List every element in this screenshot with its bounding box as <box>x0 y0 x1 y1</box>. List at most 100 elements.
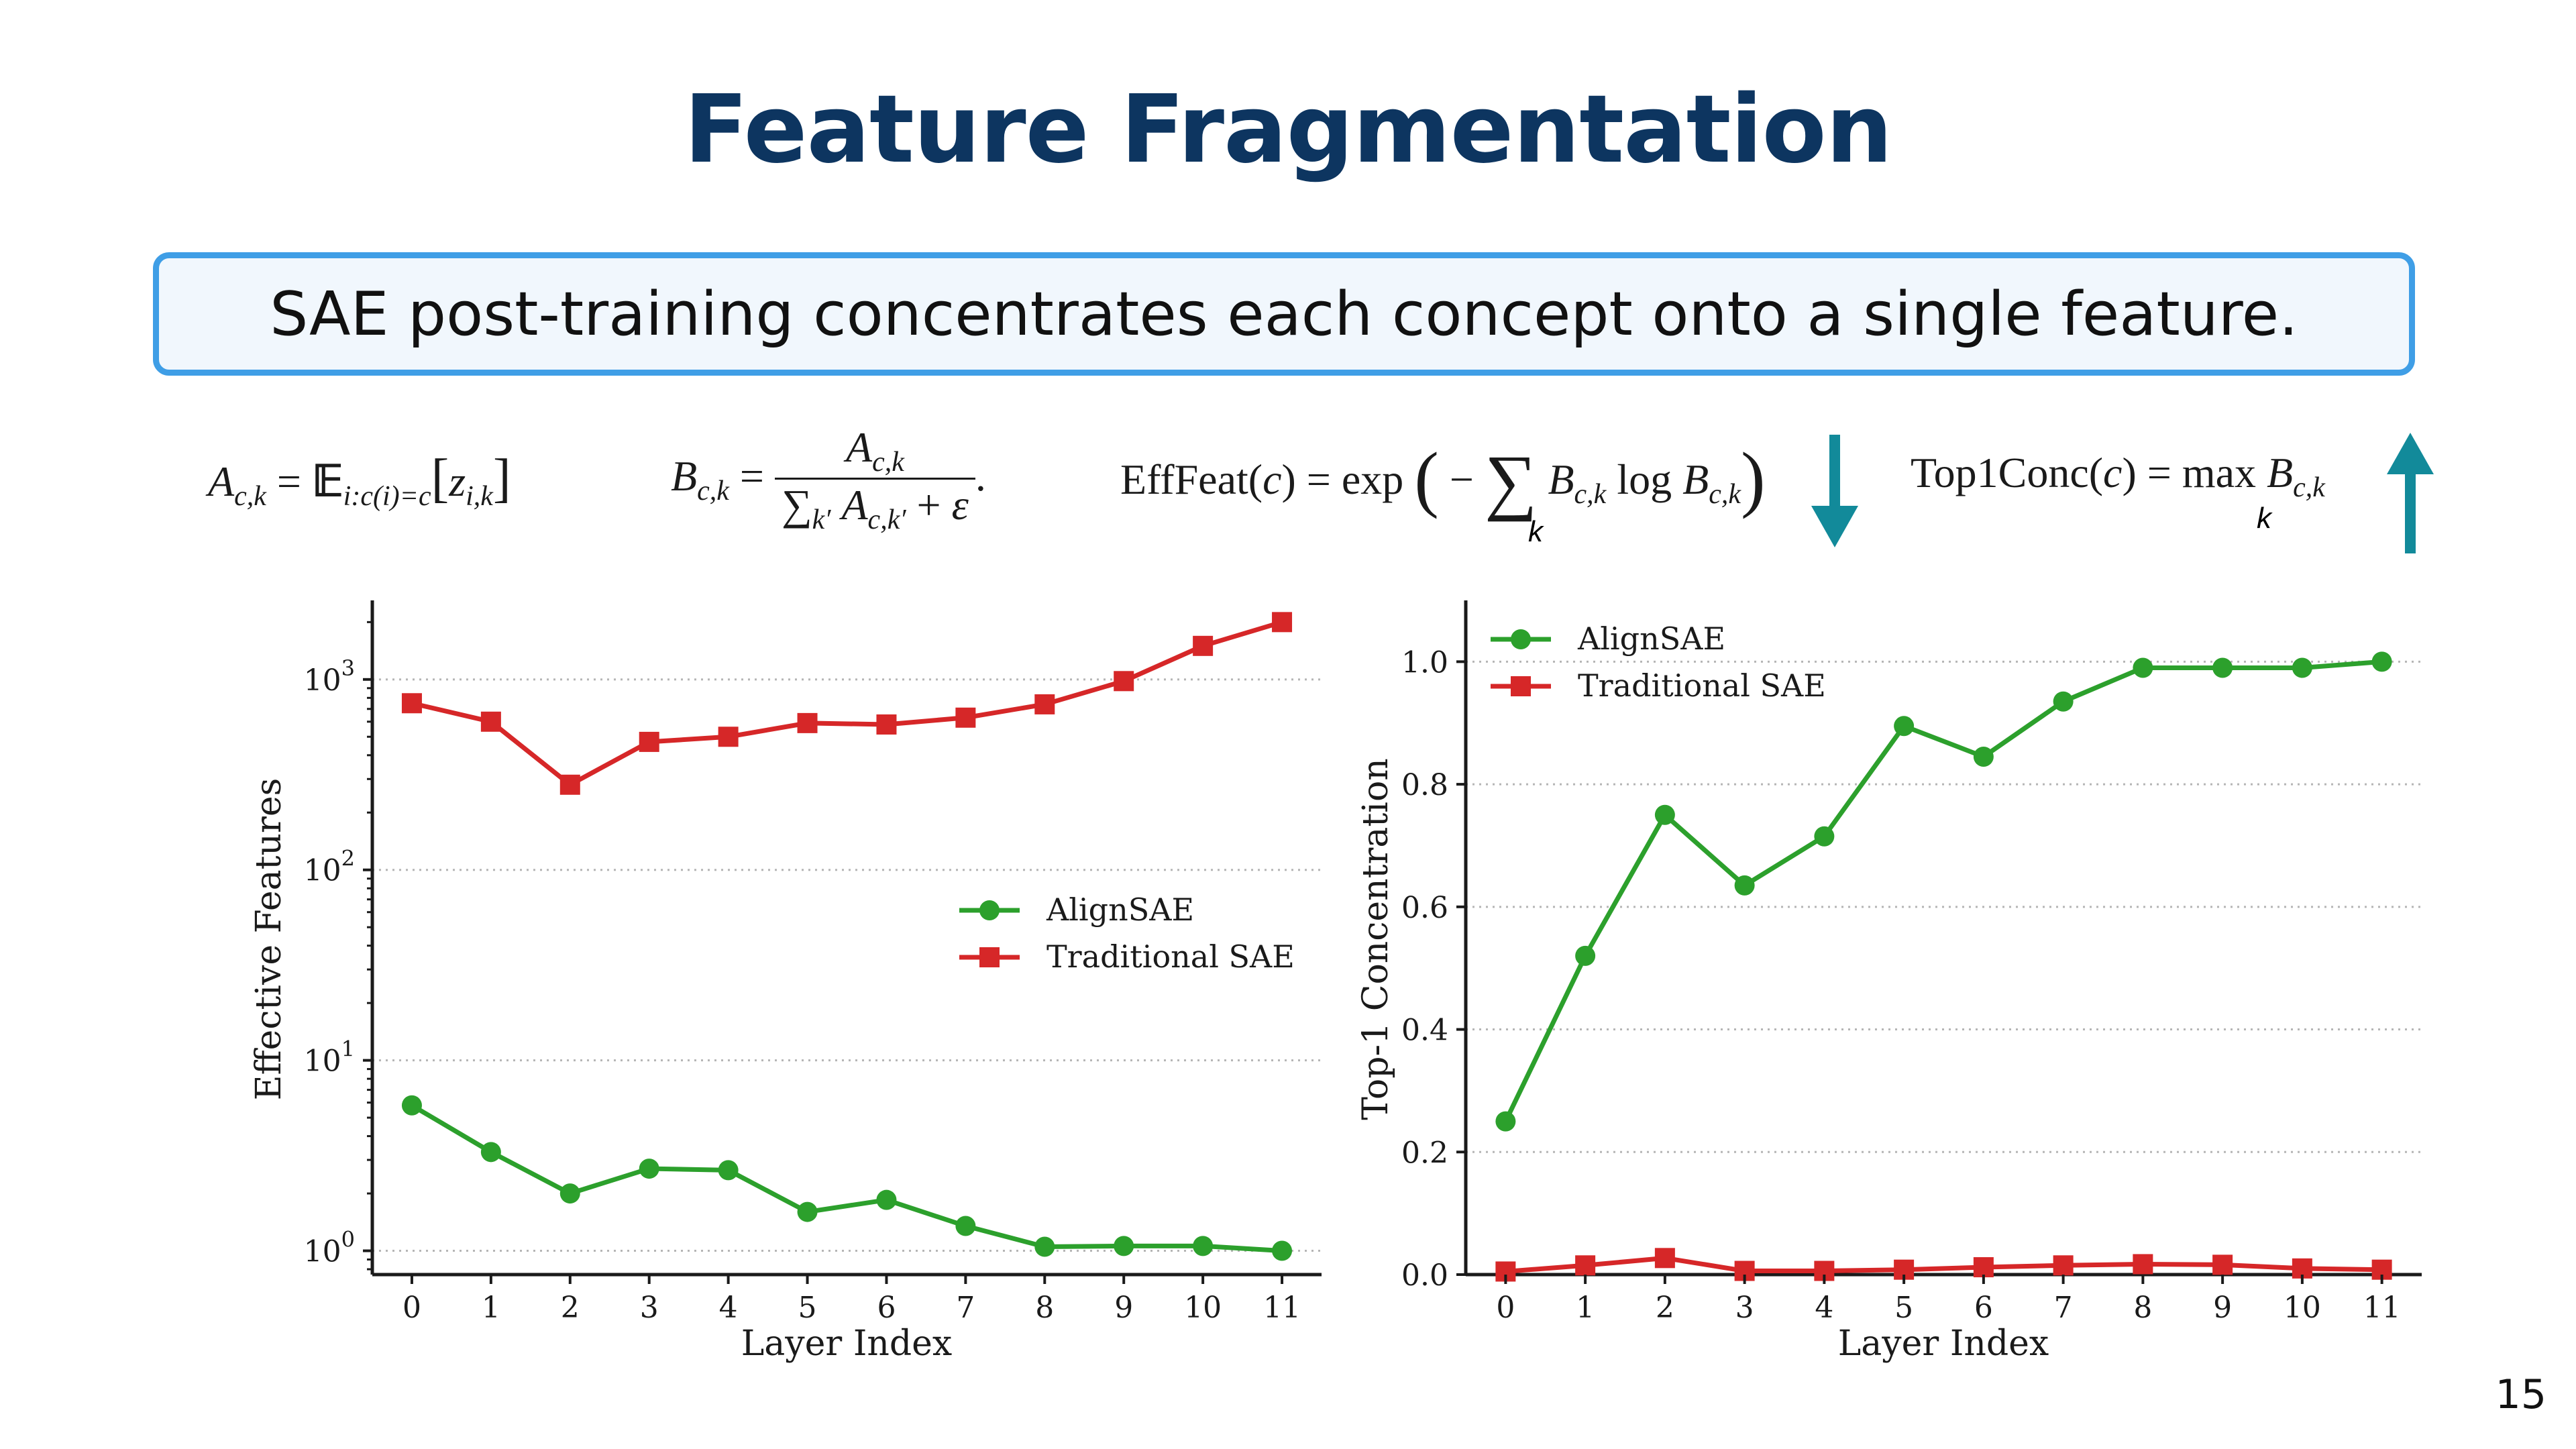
data-point-traditional-sae <box>1654 1248 1675 1269</box>
y-axis-label: Top-1 Concentration <box>1356 758 1396 1120</box>
formula-top1conc-definition: Top1Conc(c) = max Bc,k <box>1911 449 2325 503</box>
x-tick-label: 4 <box>1815 1291 1833 1325</box>
data-point-alignsae <box>1034 1236 1055 1257</box>
series-line-traditional-sae <box>411 619 1283 788</box>
data-point-alignsae <box>1272 1240 1293 1261</box>
data-point-traditional-sae <box>1575 1255 1596 1276</box>
data-point-alignsae <box>1734 875 1755 896</box>
legend-marker <box>1511 676 1531 696</box>
x-axis-label: Layer Index <box>1838 1324 2049 1364</box>
up-arrow-icon <box>2387 433 2434 553</box>
data-point-alignsae <box>1495 1111 1516 1132</box>
x-tick-label: 8 <box>1035 1291 1054 1325</box>
data-point-alignsae <box>2053 691 2074 712</box>
data-point-traditional-sae <box>797 712 818 733</box>
data-point-traditional-sae <box>2212 1254 2233 1275</box>
x-axis-label: Layer Index <box>741 1324 953 1364</box>
x-tick-label: 5 <box>1894 1291 1913 1325</box>
y-tick-label: 103 <box>304 655 355 698</box>
top1conc-max-index: k <box>2257 502 2271 535</box>
data-point-traditional-sae <box>1272 612 1293 633</box>
data-point-alignsae <box>559 1183 580 1204</box>
formula-b-definition: Bc,k = Ac,k ∑k′ Ac,k′ + ε . <box>671 423 986 536</box>
x-tick-label: 4 <box>719 1291 738 1325</box>
y-tick-label: 0.4 <box>1401 1014 1448 1048</box>
data-point-traditional-sae <box>2133 1254 2153 1275</box>
data-point-traditional-sae <box>1034 694 1055 714</box>
data-point-alignsae <box>1575 945 1596 966</box>
x-tick-label: 2 <box>1656 1291 1674 1325</box>
legend-marker <box>979 900 1000 920</box>
x-tick-label: 9 <box>2213 1291 2232 1325</box>
efffeat-sum-index: k <box>1528 515 1543 548</box>
x-tick-label: 0 <box>402 1291 421 1325</box>
data-point-alignsae <box>2212 657 2233 678</box>
x-tick-label: 9 <box>1114 1291 1133 1325</box>
data-point-alignsae <box>639 1159 659 1179</box>
y-axis-label: Effective Features <box>249 778 289 1101</box>
series-line-traditional-sae <box>1505 1255 2382 1274</box>
x-tick-label: 3 <box>640 1291 659 1325</box>
data-point-traditional-sae <box>1193 635 1214 656</box>
data-point-alignsae <box>2371 651 2392 672</box>
legend-marker <box>1511 629 1531 649</box>
x-tick-label: 7 <box>2054 1291 2073 1325</box>
y-tick-label: 101 <box>304 1036 355 1079</box>
data-point-traditional-sae <box>876 714 897 735</box>
page-number: 15 <box>2495 1371 2546 1418</box>
top1-concentration-chart: 0.0 0.2 0.4 0.6 0.8 1.0 0 1 2 3 4 5 6 7 8 9 10 11 Layer I… <box>1356 600 2422 1364</box>
y-tick-label: 0.6 <box>1401 891 1448 925</box>
callout-text: SAE post-training concentrates each conc… <box>270 278 2298 350</box>
x-tick-label: 8 <box>2133 1291 2152 1325</box>
data-point-alignsae <box>2292 657 2312 678</box>
legend-label: Traditional SAE <box>1046 938 1295 975</box>
y-tick-label: 0.0 <box>1401 1258 1448 1293</box>
data-point-traditional-sae <box>2053 1255 2074 1276</box>
x-tick-label: 7 <box>956 1291 975 1325</box>
data-point-alignsae <box>1193 1236 1214 1256</box>
down-arrow-icon <box>1811 435 1858 547</box>
data-point-traditional-sae <box>718 727 739 747</box>
data-point-traditional-sae <box>401 693 422 714</box>
x-tick-label: 2 <box>561 1291 580 1325</box>
data-point-alignsae <box>480 1142 501 1163</box>
x-tick-label: 11 <box>1263 1291 1301 1325</box>
y-tick-label: 0.2 <box>1401 1136 1448 1170</box>
x-tick-label: 1 <box>1576 1291 1595 1325</box>
y-tick-label: 1.0 <box>1401 645 1448 680</box>
formula-a-definition: Ac,k = 𝔼i:c(i)=c[zi,k] <box>208 449 511 512</box>
data-point-alignsae <box>401 1095 422 1116</box>
legend-label: AlignSAE <box>1577 621 1725 657</box>
data-point-alignsae <box>1973 746 1994 767</box>
data-point-traditional-sae <box>480 711 501 732</box>
data-point-alignsae <box>955 1216 976 1236</box>
effective-features-chart: 100 101 102 103 0 1 2 3 4 5 6 7 8 9 10 11 Layer Index E… <box>249 600 1322 1364</box>
data-point-traditional-sae <box>1973 1257 1994 1278</box>
data-point-alignsae <box>876 1189 897 1210</box>
legend-marker <box>979 947 1000 967</box>
slide-title: Feature Fragmentation <box>684 75 1893 184</box>
x-tick-label: 10 <box>1184 1291 1222 1325</box>
data-point-alignsae <box>797 1201 818 1222</box>
series-line-alignsae <box>1503 659 2382 1123</box>
data-point-alignsae <box>1654 804 1675 825</box>
x-tick-label: 6 <box>877 1291 896 1325</box>
series-line-alignsae <box>411 1103 1283 1254</box>
legend-label: AlignSAE <box>1046 892 1194 928</box>
key-finding-callout: SAE post-training concentrates each conc… <box>153 252 2415 376</box>
x-tick-label: 0 <box>1496 1291 1515 1325</box>
data-point-alignsae <box>1894 716 1915 737</box>
data-point-alignsae <box>1114 1236 1134 1256</box>
legend-label: Traditional SAE <box>1578 667 1826 704</box>
x-tick-label: 6 <box>1974 1291 1993 1325</box>
formula-efffeat-definition: EffFeat(c) = exp ( − ∑ Bc,k log Bc,k) <box>1120 437 1766 522</box>
x-tick-label: 1 <box>482 1291 500 1325</box>
data-point-traditional-sae <box>559 774 580 795</box>
data-point-traditional-sae <box>1114 671 1134 692</box>
y-tick-label: 0.8 <box>1401 768 1448 802</box>
data-point-alignsae <box>718 1160 739 1181</box>
x-tick-label: 10 <box>2284 1291 2321 1325</box>
y-tick-label: 102 <box>304 846 355 888</box>
x-tick-label: 5 <box>798 1291 817 1325</box>
x-tick-label: 3 <box>1735 1291 1754 1325</box>
